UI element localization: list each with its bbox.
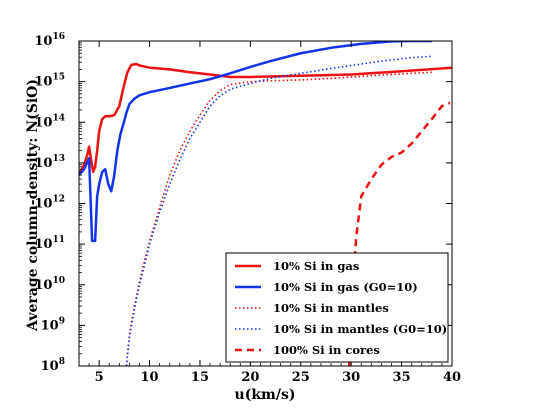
y-tick-exponent: 12 [52, 195, 65, 205]
y-tick-base: 10 [41, 318, 59, 333]
y-tick-base: 10 [34, 237, 52, 252]
series-line-5 [347, 101, 451, 366]
y-tick-label: 1015 [34, 73, 65, 90]
x-tick-label: 5 [95, 370, 104, 385]
y-tick-label: 1010 [34, 276, 65, 293]
y-tick-base: 10 [34, 34, 52, 49]
y-tick-exponent: 16 [52, 32, 65, 42]
series-line-3 [125, 71, 432, 366]
y-tick-exponent: 15 [52, 73, 65, 83]
y-tick-base: 10 [34, 115, 52, 130]
x-tick-label: 30 [342, 370, 360, 385]
y-tick-label: 109 [41, 316, 65, 333]
y-tick-exponent: 11 [52, 235, 65, 245]
y-tick-label: 1013 [34, 154, 65, 171]
series-line-1 [79, 62, 452, 176]
y-tick-base: 10 [34, 197, 52, 212]
legend-box [225, 252, 449, 363]
y-axis-title: Average column-density: N(SiO) [25, 79, 41, 332]
legend-label-1: 10% Si in gas [273, 259, 359, 273]
series-line-4 [125, 55, 432, 366]
series-line-2 [79, 41, 432, 243]
y-tick-label: 1012 [34, 195, 65, 212]
legend-label-2: 10% Si in gas (G0=10) [273, 280, 418, 294]
x-tick-label: 25 [292, 370, 310, 385]
legend-label-5: 100% Si in cores [273, 343, 380, 357]
y-tick-base: 10 [34, 278, 52, 293]
y-tick-label: 1016 [34, 32, 65, 49]
legend-label-3: 10% Si in mantles [273, 301, 389, 315]
x-tick-label: 10 [141, 370, 159, 385]
y-tick-exponent: 14 [52, 113, 65, 123]
y-tick-exponent: 10 [52, 276, 65, 286]
y-tick-label: 1014 [34, 113, 65, 130]
y-tick-exponent: 8 [59, 357, 65, 367]
y-tick-label: 108 [41, 357, 65, 374]
y-tick-exponent: 9 [59, 316, 65, 326]
x-tick-label: 20 [241, 370, 259, 385]
y-tick-base: 10 [34, 75, 52, 90]
x-tick-label: 15 [191, 370, 209, 385]
x-tick-label: 40 [443, 370, 461, 385]
y-tick-base: 10 [41, 359, 59, 374]
legend-label-4: 10% Si in mantles (G0=10) [273, 322, 447, 336]
y-tick-label: 1011 [34, 235, 65, 252]
y-tick-exponent: 13 [52, 154, 65, 164]
x-tick-label: 35 [393, 370, 411, 385]
y-tick-base: 10 [34, 156, 52, 171]
x-axis-title: u(km/s) [235, 387, 296, 403]
